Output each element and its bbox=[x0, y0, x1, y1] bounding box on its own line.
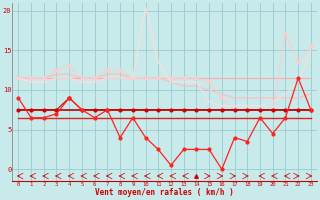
X-axis label: Vent moyen/en rafales ( km/h ): Vent moyen/en rafales ( km/h ) bbox=[95, 188, 234, 197]
